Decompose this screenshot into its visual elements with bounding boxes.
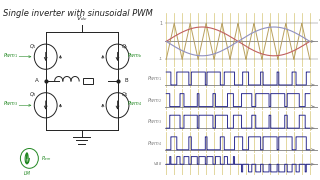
Text: $Q_4$: $Q_4$ <box>121 90 129 99</box>
Bar <box>83 78 93 84</box>
Text: $Pwm_3$: $Pwm_3$ <box>147 117 163 126</box>
Text: $t$: $t$ <box>319 146 320 154</box>
Text: B: B <box>124 78 128 84</box>
Text: $Q_3$: $Q_3$ <box>29 90 37 99</box>
Text: $Pwm_1$: $Pwm_1$ <box>147 74 163 83</box>
Text: $Pwm_1$: $Pwm_1$ <box>3 51 19 60</box>
Text: $Pwm_4$: $Pwm_4$ <box>147 139 163 148</box>
Text: $v_{AB}$: $v_{AB}$ <box>153 160 163 168</box>
Text: $t$: $t$ <box>319 81 320 89</box>
Text: A: A <box>36 78 39 84</box>
Text: Single inverter with sinusoidal PWM: Single inverter with sinusoidal PWM <box>4 9 153 18</box>
Text: $t$: $t$ <box>319 160 320 168</box>
Text: $t$: $t$ <box>319 37 320 45</box>
Text: $t$: $t$ <box>319 124 320 132</box>
Text: $Q_b$: $Q_b$ <box>121 42 129 51</box>
Text: carrier: carrier <box>318 18 320 22</box>
Text: $t$: $t$ <box>319 103 320 111</box>
Text: $Pwm_2$: $Pwm_2$ <box>147 96 163 105</box>
Text: $Pwm_b$: $Pwm_b$ <box>127 51 143 60</box>
Text: $Q_1$: $Q_1$ <box>29 42 37 51</box>
Text: $V_{dc}$: $V_{dc}$ <box>76 15 87 23</box>
Text: $P_{wm}$: $P_{wm}$ <box>41 154 52 163</box>
Text: -1: -1 <box>159 57 163 61</box>
Text: $Pwm_3$: $Pwm_3$ <box>3 99 19 108</box>
Text: LM: LM <box>24 171 31 176</box>
Text: $Pwm_4$: $Pwm_4$ <box>127 99 143 108</box>
Text: 1: 1 <box>160 21 163 26</box>
